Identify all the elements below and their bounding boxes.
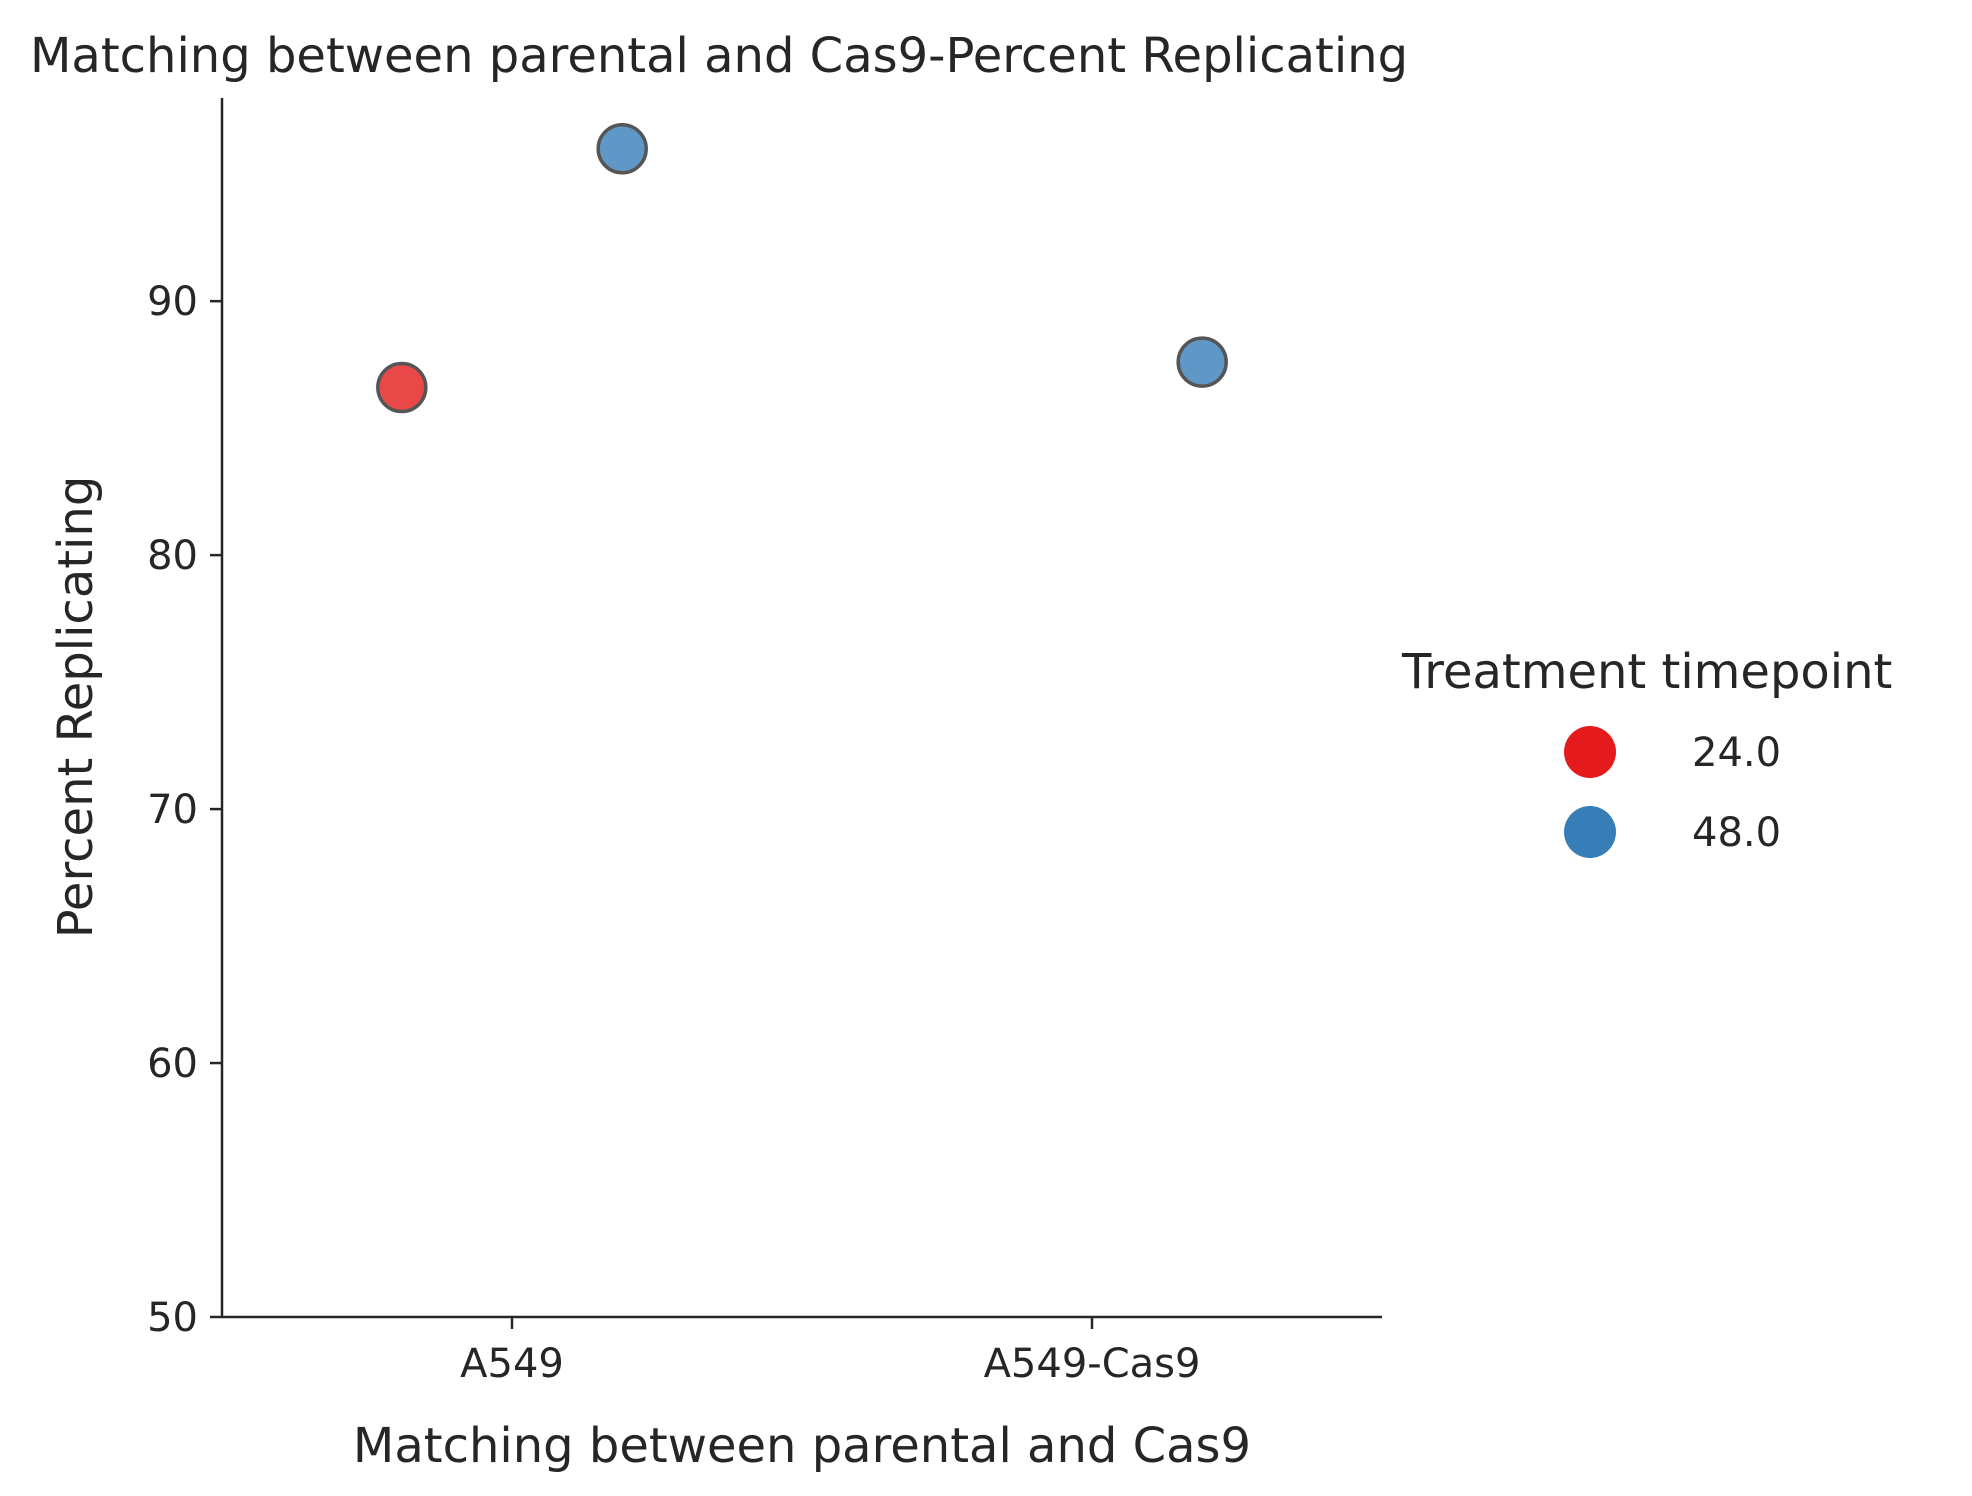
y-tick-label: 90 (147, 279, 198, 325)
y-axis-label: Percent Replicating (48, 476, 104, 939)
data-point (596, 123, 648, 175)
data-point (376, 361, 428, 414)
legend-marker (1564, 726, 1616, 778)
legend-title: Treatment timepoint (1401, 644, 1892, 700)
data-points (376, 123, 1228, 414)
plot-area: 50 60 70 80 90 A549 A549-Cas9 (147, 98, 1382, 1387)
x-axis-label: Matching between parental and Cas9 (353, 1418, 1251, 1474)
data-point (1176, 336, 1228, 388)
chart-title: Matching between parental and Cas9-Perce… (30, 28, 1408, 84)
legend-label: 24.0 (1692, 730, 1781, 776)
x-tick-label: A549-Cas9 (984, 1341, 1201, 1387)
y-tick-label: 80 (147, 533, 198, 579)
y-tick-label: 70 (147, 787, 198, 833)
legend-marker (1564, 806, 1616, 858)
legend-label: 48.0 (1692, 810, 1781, 856)
y-ticks: 50 60 70 80 90 (147, 279, 222, 1341)
legend-entries: 24.0 48.0 (1564, 726, 1781, 858)
x-tick-label: A549 (460, 1341, 564, 1387)
y-tick-label: 50 (147, 1295, 198, 1341)
legend: Treatment timepoint 24.0 48.0 (1401, 644, 1892, 858)
y-tick-label: 60 (147, 1041, 198, 1087)
x-ticks: A549 A549-Cas9 (460, 1317, 1200, 1387)
